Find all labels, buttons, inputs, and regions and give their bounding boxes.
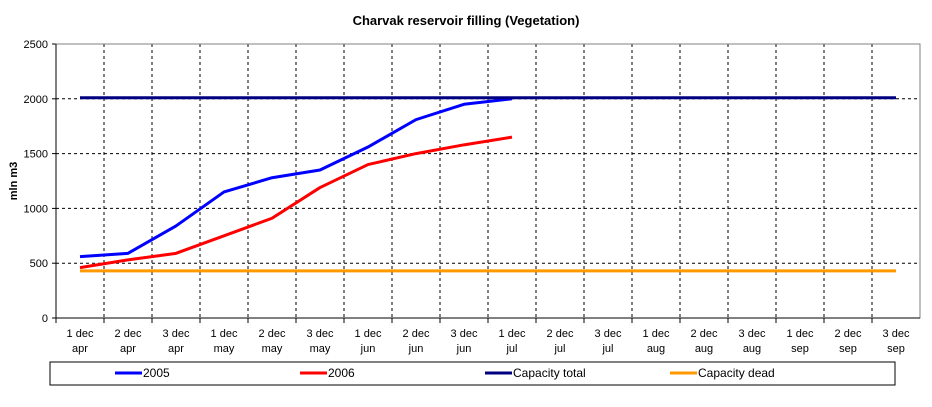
x-tick-label: apr [72, 343, 88, 355]
x-tick-label: 2 dec [115, 328, 142, 340]
x-tick-label: 3 dec [163, 328, 190, 340]
y-tick-label: 500 [30, 258, 48, 270]
legend-label: Capacity dead [698, 366, 775, 380]
x-tick-label: jul [601, 343, 613, 355]
y-tick-label: 0 [42, 313, 48, 325]
x-tick-label: jun [360, 343, 376, 355]
x-tick-label: jul [505, 343, 517, 355]
x-tick-label: apr [168, 343, 184, 355]
x-tick-label: 3 dec [595, 328, 622, 340]
legend-label: Capacity total [513, 366, 586, 380]
x-tick-label: 2 dec [259, 328, 286, 340]
x-tick-label: 1 dec [499, 328, 526, 340]
x-tick-label: 3 dec [739, 328, 766, 340]
x-tick-label: 1 dec [643, 328, 670, 340]
x-tick-label: sep [839, 343, 857, 355]
series-line-2006 [79, 135, 513, 270]
y-tick-label: 1000 [24, 203, 48, 215]
x-tick-label: 2 dec [547, 328, 574, 340]
y-axis-label: mln m3 [8, 162, 20, 201]
y-tick-label: 2000 [24, 94, 48, 106]
legend-label: 2005 [143, 366, 170, 380]
y-tick-label: 1500 [24, 149, 48, 161]
x-tick-label: 1 dec [211, 328, 238, 340]
x-tick-label: jun [408, 343, 424, 355]
x-tick-label: 2 dec [403, 328, 430, 340]
x-tick-label: may [214, 343, 235, 355]
legend-label: 2006 [328, 366, 355, 380]
x-tick-label: 3 dec [883, 328, 910, 340]
x-tick-label: may [262, 343, 283, 355]
x-tick-label: 1 dec [67, 328, 94, 340]
x-tick-label: sep [791, 343, 809, 355]
x-tick-label: aug [647, 343, 665, 355]
x-tick-label: aug [743, 343, 761, 355]
x-tick-label: 1 dec [787, 328, 814, 340]
x-tick-label: 3 dec [307, 328, 334, 340]
plot-area [55, 43, 921, 319]
x-tick-label: 2 dec [835, 328, 862, 340]
x-tick-label: apr [120, 343, 136, 355]
x-tick-label: 3 dec [451, 328, 478, 340]
series-line-2005 [79, 97, 513, 259]
y-tick-label: 2500 [24, 39, 48, 51]
chart-title: Charvak reservoir filling (Vegetation) [353, 13, 580, 28]
x-tick-label: may [310, 343, 331, 355]
legend [49, 361, 896, 386]
x-tick-label: aug [695, 343, 713, 355]
x-tick-label: sep [887, 343, 905, 355]
x-tick-label: jun [456, 343, 472, 355]
x-tick-label: jul [553, 343, 565, 355]
x-tick-label: 2 dec [691, 328, 718, 340]
x-tick-label: 1 dec [355, 328, 382, 340]
